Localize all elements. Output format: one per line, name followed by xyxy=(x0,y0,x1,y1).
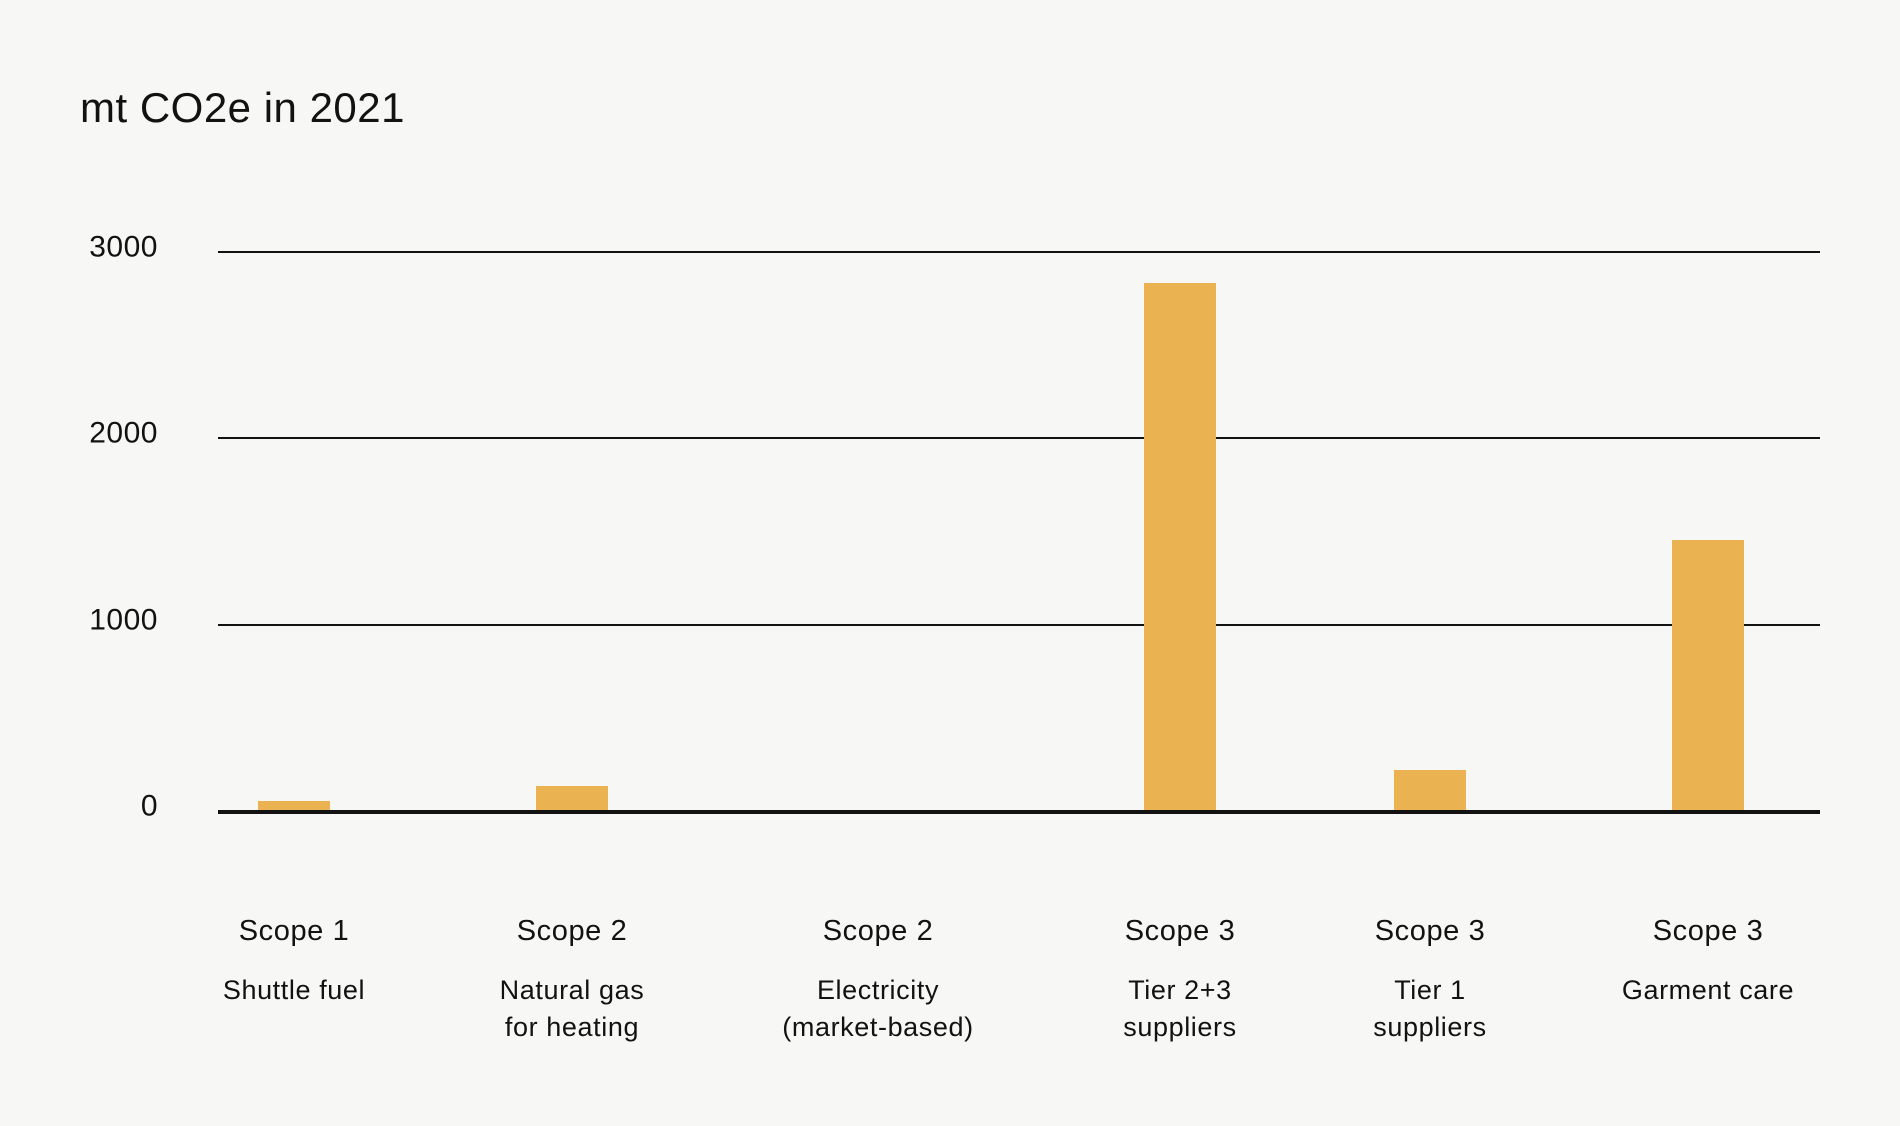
x-category-description-line: suppliers xyxy=(1373,1012,1487,1042)
gridline-3000 xyxy=(218,251,1820,253)
x-category-description-line: Garment care xyxy=(1621,975,1795,1005)
bar-scope-1-shuttle-fuel xyxy=(258,800,330,810)
x-category-scope-label: Scope 1 xyxy=(238,915,350,947)
x-category-description-line: Natural gas xyxy=(499,975,645,1005)
x-category-description-line: Tier 2+3 xyxy=(1128,975,1232,1005)
x-category-scope-label: Scope 2 xyxy=(516,915,628,947)
y-tick-label-0: 0 xyxy=(140,789,158,823)
x-category-scope-label: Scope 3 xyxy=(1374,915,1486,947)
gridline-1000 xyxy=(218,623,1820,626)
gridline-2000 xyxy=(218,437,1820,440)
x-category-scope-label: Scope 2 xyxy=(822,915,934,947)
bar-scope-2-natural-gas-for-heating xyxy=(536,785,608,810)
y-axis-tick-labels: 0 1000 2000 3000 xyxy=(40,231,158,823)
x-category-description-line: (market-based) xyxy=(782,1012,974,1042)
y-tick-label-3000: 3000 xyxy=(89,230,158,264)
bar-scope-3-garment-care xyxy=(1672,539,1744,810)
x-category-scope-3-garment-care: Scope 3 Garment care xyxy=(1548,915,1868,1009)
x-category-scope-label: Scope 3 xyxy=(1652,915,1764,947)
x-category-scope-2-electricity-market-based: Scope 2 Electricity (market-based) xyxy=(718,915,1038,1046)
x-category-scope-2-natural-gas-for-heating: Scope 2 Natural gas for heating xyxy=(412,915,732,1046)
y-tick-label-1000: 1000 xyxy=(89,603,158,637)
x-category-description-line: Tier 1 xyxy=(1394,975,1466,1005)
x-axis-baseline xyxy=(218,810,1820,814)
x-category-description-line: Electricity xyxy=(816,975,940,1005)
plot-area xyxy=(218,251,1820,814)
bar-scope-3-tier-1-suppliers xyxy=(1394,769,1466,810)
y-tick-label-2000: 2000 xyxy=(89,416,158,450)
x-category-scope-3-tier-1-suppliers: Scope 3 Tier 1 suppliers xyxy=(1270,915,1590,1046)
x-category-scope-3-tier-2-3-suppliers: Scope 3 Tier 2+3 suppliers xyxy=(1020,915,1340,1046)
x-category-description-line: suppliers xyxy=(1123,1012,1237,1042)
x-category-scope-label: Scope 3 xyxy=(1124,915,1236,947)
x-category-description-line: for heating xyxy=(504,1012,640,1042)
x-category-description-line: Shuttle fuel xyxy=(222,975,366,1005)
bar-scope-3-tier-2-3-suppliers xyxy=(1144,282,1216,810)
x-category-scope-1-shuttle-fuel: Scope 1 Shuttle fuel xyxy=(134,915,454,1009)
chart-title: mt CO2e in 2021 xyxy=(80,84,406,131)
